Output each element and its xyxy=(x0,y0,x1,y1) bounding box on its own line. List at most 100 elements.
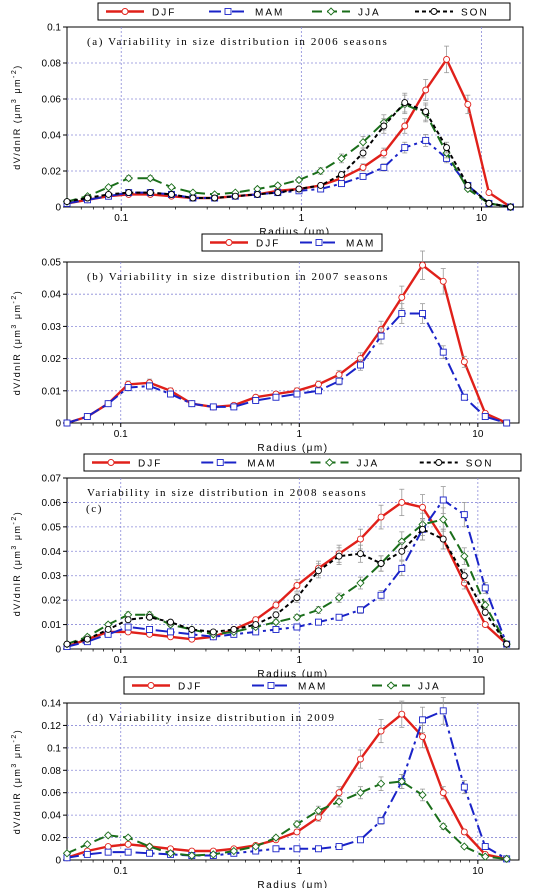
data-point-mam xyxy=(380,163,388,171)
data-point-djf xyxy=(335,371,343,379)
data-point-son xyxy=(293,594,301,602)
chart-title: (b) Variability in size distribution in … xyxy=(87,271,389,283)
data-point-jja xyxy=(271,617,281,627)
data-point-jja xyxy=(124,833,133,842)
data-point-mam xyxy=(167,390,174,398)
plot-area xyxy=(66,261,520,424)
data-point-mam xyxy=(398,564,406,572)
x-tick-label: 1 xyxy=(297,429,303,440)
data-point-djf xyxy=(481,621,489,629)
chart-panel-3: DJF MAM JJA 0 0.02 0.04 0.06 0.08 0.1 0.12 0.14 0.1… xyxy=(11,676,520,888)
data-point-son xyxy=(146,613,154,621)
y-tick-label: 0.1 xyxy=(47,23,61,34)
data-point-djf xyxy=(314,380,322,388)
data-point-mam xyxy=(146,849,154,857)
series-line-djf xyxy=(66,501,508,648)
series-mam xyxy=(63,303,511,427)
legend-label-mam: MAM xyxy=(298,682,327,693)
y-axis-label: dV/dnlR (μm3 μm-2) xyxy=(11,64,22,170)
data-point-jja xyxy=(104,183,113,192)
y-axis-label: dV/dnlR (μm3 μm-2) xyxy=(11,290,22,396)
legend xyxy=(83,453,522,472)
series-line-mam xyxy=(66,499,508,648)
y-axis-label-part: -2 xyxy=(11,294,18,303)
data-point-djf xyxy=(272,601,280,609)
data-point-mam xyxy=(359,172,367,180)
data-point-djf xyxy=(377,727,385,735)
data-point-son xyxy=(274,189,282,197)
data-point-jja xyxy=(187,851,196,860)
data-point-jja xyxy=(229,846,238,856)
chart-panel-2: DJF MAM JJA SON 0 0.01 0.02 0.03 0.04 0.05 0.06 0.0… xyxy=(11,453,522,680)
y-tick-label: 0.1 xyxy=(47,743,61,754)
x-tick-label: 1 xyxy=(297,866,303,877)
legend-marker-djf xyxy=(121,8,129,15)
data-point-son xyxy=(188,626,196,633)
x-axis-label: Radius (μm) xyxy=(259,227,330,238)
legend-label-son: SON xyxy=(461,8,489,19)
data-point-mam xyxy=(481,843,489,850)
y-axis-label-part: -2 xyxy=(11,515,18,524)
y-tick-label: 0.03 xyxy=(42,571,62,582)
y-tick-label: 0 xyxy=(55,419,61,430)
series-mam xyxy=(63,486,511,651)
x-tick-label: 0.1 xyxy=(114,213,128,224)
x-tick-label: 0.1 xyxy=(114,429,128,440)
data-point-jja xyxy=(314,806,323,815)
data-point-jja xyxy=(292,819,302,829)
data-point-son xyxy=(335,552,343,560)
legend-label-jja: JJA xyxy=(418,682,441,693)
data-point-djf xyxy=(439,277,447,285)
data-point-mam xyxy=(314,845,322,853)
data-point-jja xyxy=(356,788,365,797)
chart-title: (a) Variability in size distribution in … xyxy=(87,36,388,48)
legend-label-mam: MAM xyxy=(255,8,284,19)
data-point-mam xyxy=(377,591,385,599)
y-axis-label-part: ) xyxy=(12,64,22,69)
legend-marker-jja xyxy=(325,458,334,467)
legend-marker-mam xyxy=(267,682,275,689)
data-point-jja xyxy=(314,605,323,615)
y-tick-label: 0.02 xyxy=(42,833,62,844)
legend-marker-mam xyxy=(315,239,323,246)
legend-marker-djf xyxy=(225,239,233,246)
chart-title: (d) Variability insize distribution in 2… xyxy=(87,712,336,724)
data-point-son xyxy=(481,608,489,616)
data-point-son xyxy=(338,171,345,179)
x-tick-label: 1 xyxy=(297,655,303,666)
y-axis-label-part: ) xyxy=(12,290,22,295)
x-axis-label: Radius (μm) xyxy=(257,443,328,454)
data-point-mam xyxy=(314,618,322,626)
data-point-mam xyxy=(272,393,280,401)
data-point-mam xyxy=(124,848,132,856)
series-jja xyxy=(62,774,511,864)
data-point-mam xyxy=(481,413,489,421)
legend-label-djf: DJF xyxy=(138,459,162,470)
y-tick-label: 0.04 xyxy=(42,290,62,301)
data-point-mam xyxy=(293,623,301,631)
data-point-mam xyxy=(335,377,343,385)
data-point-mam xyxy=(83,413,91,421)
data-point-son xyxy=(443,144,451,152)
y-axis-label: dV/dnlR (μm3 μm-2) xyxy=(11,729,22,835)
data-point-djf xyxy=(398,710,406,718)
x-tick-label: 0.1 xyxy=(114,866,128,877)
y-axis-label-part: 3 xyxy=(11,323,18,328)
legend xyxy=(97,2,511,21)
legend-label-jja: JJA xyxy=(358,8,381,19)
series-line-mam xyxy=(66,312,507,424)
y-tick-label: 0.04 xyxy=(42,811,62,822)
data-point-mam xyxy=(293,390,301,398)
data-point-son xyxy=(359,149,367,157)
y-tick-label: 0.14 xyxy=(42,699,62,710)
data-point-jja xyxy=(166,849,175,858)
legend-marker-jja xyxy=(326,7,336,16)
x-tick-label: 1 xyxy=(299,213,305,224)
chart-title: Variability in size distribution in 2008… xyxy=(87,487,367,499)
data-point-mam xyxy=(104,400,112,408)
legend-label-djf: DJF xyxy=(178,682,202,693)
data-point-son xyxy=(317,181,325,189)
data-point-mam xyxy=(146,382,154,390)
data-point-son xyxy=(253,190,261,198)
data-point-son xyxy=(460,572,468,580)
